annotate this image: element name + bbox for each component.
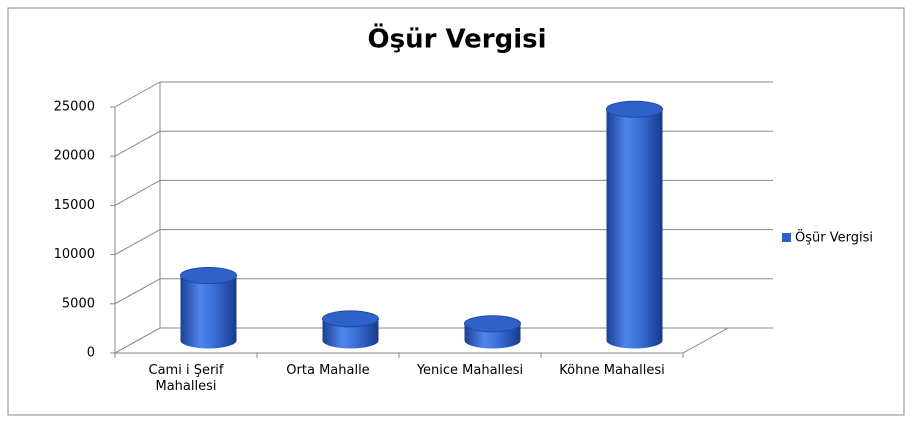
bar-top: [606, 100, 663, 118]
bar-top: [464, 315, 521, 333]
grid-line-side: [114, 179, 161, 206]
legend-label: Öşür Vergisi: [795, 229, 873, 246]
x-tick-label: Cami i Şerif Mahallesi: [148, 363, 224, 394]
grid-line-side: [114, 327, 161, 354]
grid-line-side: [114, 81, 161, 108]
y-tick-label: 25000: [54, 100, 95, 115]
y-tick-label: 10000: [54, 247, 95, 262]
bar: [606, 109, 663, 349]
grid-line-side: [114, 130, 161, 157]
y-tick-label: 20000: [54, 149, 95, 164]
bar: [180, 275, 237, 349]
legend-swatch: [782, 233, 791, 242]
x-tick-label: Köhne Mahallesi: [559, 363, 665, 378]
chart-title: Öşür Vergisi: [367, 22, 546, 55]
grid-line-side: [114, 229, 161, 256]
x-tick-label: Yenice Mahallesi: [416, 363, 524, 378]
x-tick-label: Orta Mahalle: [286, 363, 370, 378]
grid-line-side: [114, 278, 161, 305]
bar-top: [180, 267, 237, 285]
bar-top: [322, 310, 379, 328]
y-tick-label: 5000: [62, 296, 95, 311]
y-tick-label: 15000: [54, 198, 95, 213]
y-tick-label: 0: [87, 346, 95, 361]
chart-border: [7, 7, 905, 416]
